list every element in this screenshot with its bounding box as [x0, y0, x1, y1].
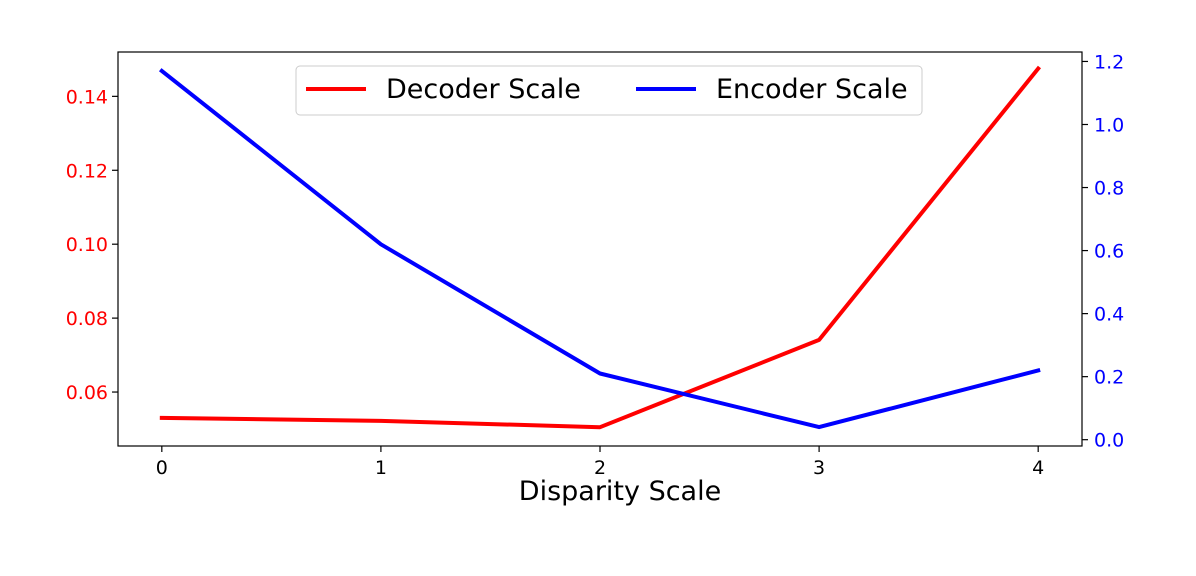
x-tick-label: 0 — [156, 457, 168, 479]
series-line-encoder-scale — [158, 68, 1041, 430]
y-left-tick-label: 0.10 — [66, 234, 108, 256]
series-layer — [158, 65, 1042, 430]
y-left-tick-label: 0.08 — [66, 308, 108, 330]
y-right-tick-label: 1.2 — [1094, 51, 1124, 73]
legend-label-encoder: Encoder Scale — [716, 74, 908, 105]
y-left-tick-label: 0.14 — [66, 86, 108, 108]
x-axis-label: Disparity Scale — [519, 476, 721, 507]
y-axis-right: 0.0 0.2 0.4 0.6 0.8 1.0 1.2 — [1082, 51, 1124, 452]
x-axis: 0 1 2 3 4 — [156, 446, 1044, 479]
y-right-tick-label: 0.8 — [1094, 178, 1124, 200]
legend-box — [295, 65, 923, 116]
legend: Decoder Scale Encoder Scale — [295, 65, 923, 116]
y-right-tick-label: 1.0 — [1094, 114, 1124, 136]
x-tick-label: 4 — [1032, 457, 1044, 479]
legend-label-decoder: Decoder Scale — [386, 74, 581, 105]
x-tick-label: 2 — [594, 457, 606, 479]
y-right-tick-label: 0.4 — [1094, 304, 1124, 326]
x-tick-label: 1 — [375, 457, 387, 479]
x-tick-label: 3 — [813, 457, 825, 479]
series-line-decoder-scale — [159, 65, 1042, 430]
y-left-tick-label: 0.06 — [66, 382, 108, 404]
y-right-tick-label: 0.0 — [1094, 430, 1124, 452]
y-right-tick-label: 0.6 — [1094, 241, 1124, 263]
y-axis-left: 0.06 0.08 0.10 0.12 0.14 — [66, 86, 118, 404]
y-left-tick-label: 0.12 — [66, 160, 108, 182]
y-right-tick-label: 0.2 — [1094, 367, 1124, 389]
